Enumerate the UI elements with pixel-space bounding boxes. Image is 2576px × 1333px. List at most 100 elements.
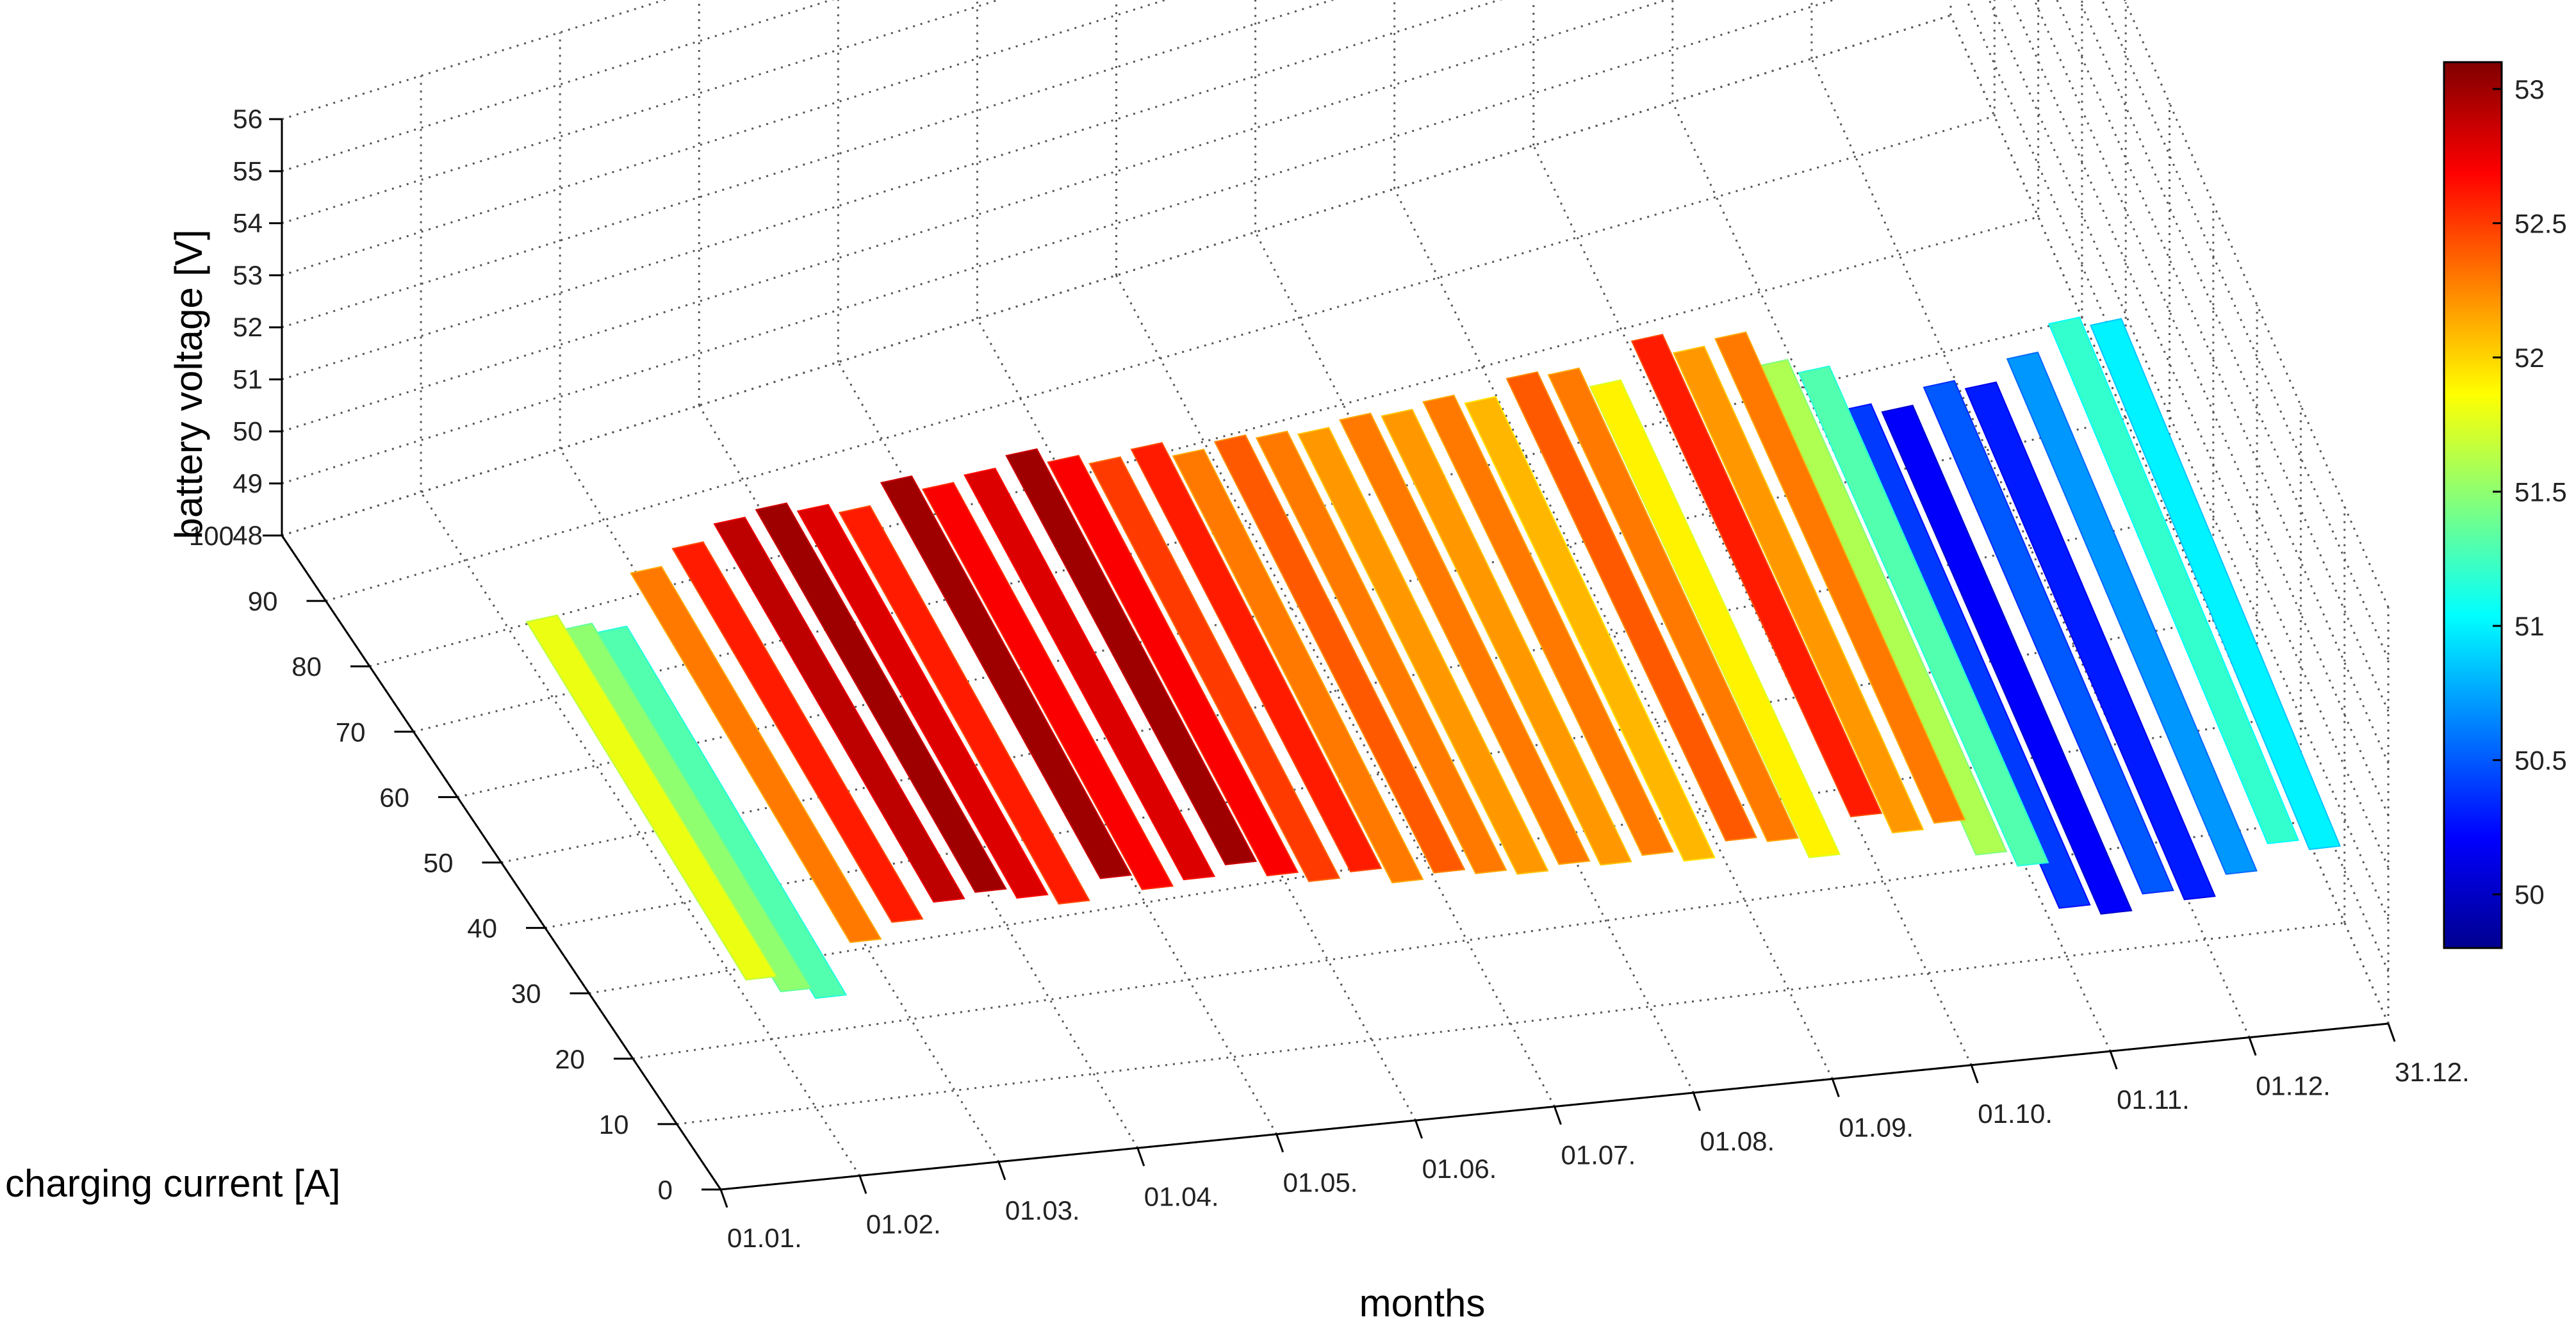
surface-strip <box>1339 413 1591 865</box>
z-tick-label: 48 <box>233 520 263 550</box>
x-tick-label: 01.03. <box>1005 1195 1080 1225</box>
colorbar-tick-label: 51 <box>2514 611 2545 641</box>
surface-strip <box>1672 345 1924 834</box>
x-tick-mark <box>858 1175 867 1194</box>
x-tick-label: 01.04. <box>1144 1181 1219 1211</box>
surface-strip <box>1505 371 1758 842</box>
x-axis-label: months <box>1359 1282 1486 1325</box>
floor-gridline-month <box>1532 145 1973 1066</box>
x-tick-label: 01.02. <box>866 1209 941 1239</box>
surface-strip <box>1923 380 2174 895</box>
x-tick-mark <box>1970 1065 1979 1084</box>
x-tick-mark <box>1415 1120 1423 1139</box>
y-tick-label: 60 <box>379 782 409 812</box>
z-tick-label: 53 <box>233 260 263 290</box>
colorbar-tick-label: 53 <box>2514 74 2545 104</box>
surface-strip <box>796 503 1049 899</box>
x-tick-label: 01.06. <box>1422 1154 1497 1184</box>
x-tick-label: 01.08. <box>1700 1126 1775 1156</box>
surface-strip <box>1630 334 1883 817</box>
surface-strip <box>1047 455 1299 877</box>
colorbar-ticks: 50 50.5 51 51.5 52 52.5 53 <box>2493 74 2567 910</box>
colorbar-tick-label: 50 <box>2514 879 2545 910</box>
surface-strip <box>838 505 1090 905</box>
y-tick-label: 30 <box>511 979 541 1009</box>
z-tick-label: 55 <box>233 156 263 186</box>
surface-strip <box>1255 430 1507 874</box>
x-tick-label: 01.09. <box>1839 1112 1914 1142</box>
z-tick-label: 52 <box>233 312 263 342</box>
x-tick-mark <box>2387 1023 2396 1042</box>
surface-strip <box>1172 448 1424 884</box>
x-tick-mark <box>2109 1051 2118 1070</box>
surface-strip <box>1964 381 2216 901</box>
x-tick-mark <box>1693 1092 1701 1111</box>
surface-strip <box>880 475 1132 879</box>
floor-gridline-month <box>976 318 1416 1121</box>
x-tick-label: 01.05. <box>1283 1168 1358 1198</box>
x-tick-label: 01.10. <box>1978 1099 2053 1129</box>
surface-strip <box>630 566 882 944</box>
z-tick-label: 56 <box>233 104 263 134</box>
colorbar-gradient <box>2443 61 2503 949</box>
colorbar-tick-label: 52 <box>2514 343 2545 373</box>
x-tick-mark <box>997 1161 1006 1181</box>
x-tick-mark <box>719 1189 728 1208</box>
surface-strip <box>1464 396 1716 862</box>
sidewall-gridline-voltage <box>1949 15 2390 1024</box>
y-tick-label: 80 <box>291 651 322 682</box>
surface-strip <box>921 482 1174 890</box>
y-tick-label: 20 <box>555 1044 585 1074</box>
y-tick-label: 90 <box>248 586 278 616</box>
floor-gridline-month <box>559 448 1000 1163</box>
y-tick-label: 70 <box>336 717 366 747</box>
y-tick-label: 40 <box>467 913 497 944</box>
y-axis-label: charging current [A] <box>5 1162 341 1205</box>
floor-gridline-current <box>677 922 2345 1125</box>
x-tick-label: 01.01. <box>727 1223 802 1253</box>
x-tick-mark <box>2248 1037 2257 1056</box>
surface-strip <box>1213 434 1466 874</box>
surface-strip <box>1422 394 1674 856</box>
x-tick-label: 31.12. <box>2395 1057 2470 1087</box>
surface-strip <box>1547 367 1800 842</box>
x-tick-label: 01.12. <box>2256 1071 2331 1101</box>
surface-strip <box>964 468 1216 881</box>
colorbar-tick-label: 52.5 <box>2514 208 2567 238</box>
y-tick-label: 10 <box>599 1109 629 1140</box>
x-tick-mark <box>1136 1147 1145 1166</box>
sidewall-gridline-voltage <box>1988 0 2390 920</box>
tick-layer: 01.01. 01.02. 01.03. 01.04. 01.05. 01.06. 01.0… <box>189 104 2470 1253</box>
z-axis-label: battery voltage [V] <box>167 229 210 539</box>
y-tick-label: 0 <box>658 1175 673 1205</box>
floor-gridline-month <box>1115 275 1555 1108</box>
colorbar-tick-label: 51.5 <box>2514 477 2567 507</box>
surface-strip <box>2047 316 2300 844</box>
sidewall-gridline-voltage <box>1965 0 2390 972</box>
surface-strip <box>1088 456 1341 883</box>
z-tick-label: 54 <box>233 208 263 238</box>
x-tick-label: 01.11. <box>2117 1084 2190 1115</box>
surface-strip <box>1297 427 1549 875</box>
surface-strip <box>755 502 1007 893</box>
surface-strip <box>525 614 778 981</box>
floor-gridline-month <box>420 491 861 1177</box>
surface-strip <box>2090 318 2342 851</box>
surface-strip <box>713 516 965 903</box>
z-tick-label: 49 <box>233 468 263 498</box>
z-tick-label: 50 <box>233 416 263 446</box>
surface-layer <box>525 316 2342 999</box>
colorbar-tick-label: 50.5 <box>2514 746 2567 776</box>
colorbar: 50 50.5 51 51.5 52 52.5 53 <box>2443 61 2567 949</box>
surface-strip <box>2006 351 2258 875</box>
surface-strip <box>1798 365 2049 867</box>
surface-strip <box>1881 404 2133 915</box>
z-tick-label: 51 <box>233 364 263 394</box>
surface-strip <box>1005 448 1258 865</box>
x-tick-mark <box>1276 1134 1284 1153</box>
x-tick-mark <box>1831 1078 1840 1097</box>
surface-strip <box>671 541 924 923</box>
surface-strip <box>1130 442 1382 872</box>
surface-strip <box>1589 379 1841 858</box>
